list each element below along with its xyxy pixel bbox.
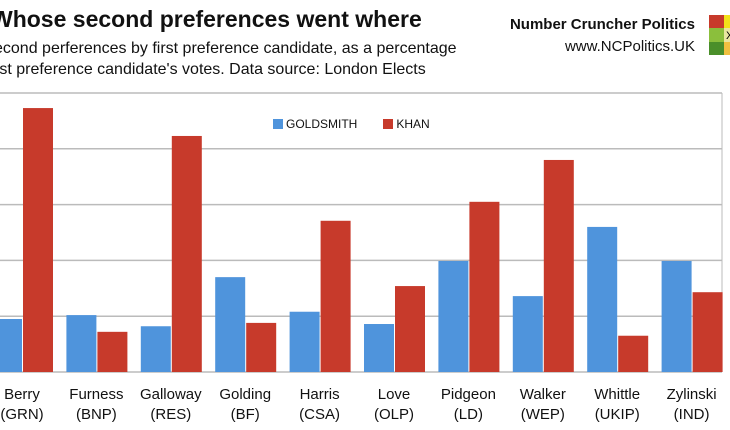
ncp-logo-icon: X — [709, 15, 730, 55]
x-tick-label-line: Zylinski — [666, 386, 717, 403]
x-tick-label: Whittle (UKIP) — [577, 385, 657, 425]
x-tick-label: Harris (CSA) — [280, 385, 360, 425]
x-tick-label-line: (BF) — [230, 406, 260, 423]
bar-goldsmith-golding — [215, 277, 246, 372]
x-tick-label-line: (LD) — [453, 406, 483, 423]
x-tick-label-line: (UKIP) — [594, 406, 640, 423]
x-tick-label-line: Walker — [519, 386, 566, 403]
bar-khan-furness — [97, 331, 128, 372]
bar-khan-harris — [320, 220, 351, 372]
x-tick-label-line: (IND) — [673, 406, 710, 423]
x-tick-label-line: (RES) — [150, 406, 192, 423]
bar-khan-walker — [543, 159, 574, 372]
bar-khan-golding — [246, 322, 277, 372]
x-tick-label: Walker (WEP) — [503, 385, 583, 425]
x-tick-label-line: (CSA) — [299, 406, 341, 423]
x-tick-label: Furness (BNP) — [56, 385, 136, 425]
legend-goldsmith: GOLDSMITH — [273, 117, 357, 131]
x-tick-label: Zylinski (IND) — [652, 385, 730, 425]
x-tick-label: Galloway (RES) — [131, 385, 211, 425]
x-tick-label-line: Golding — [219, 386, 272, 403]
x-tick-label: Love (OLP) — [354, 385, 434, 425]
x-tick-label-line: (BNP) — [75, 406, 117, 423]
brand-url: www.NCPolitics.UK — [564, 38, 695, 55]
legend-khan: KHAN — [383, 117, 430, 131]
brand-name: Number Cruncher Politics — [509, 16, 695, 33]
bar-khan-galloway — [171, 135, 202, 372]
bar-goldsmith-walker — [512, 296, 543, 372]
x-tick-label-line: Harris — [299, 386, 340, 403]
brand: Number Cruncher Politics www.NCPolitics.… — [510, 14, 695, 58]
bar-goldsmith-pidgeon — [438, 260, 469, 372]
subtitle-line-1: second perferences by first preference c… — [0, 40, 457, 57]
chart-title: Whose second preferences went where — [0, 6, 422, 32]
bar-khan-pidgeon — [469, 201, 500, 372]
x-tick-label-line: (GRN) — [0, 406, 44, 423]
bar-goldsmith-love — [364, 324, 394, 372]
x-tick-label-line: Whittle — [594, 386, 641, 403]
x-tick-label: Pidgeon (LD) — [428, 385, 508, 425]
bar-goldsmith-berry — [0, 318, 22, 372]
x-tick-label: Golding (BF) — [205, 385, 285, 425]
legend: GOLDSMITH KHAN — [273, 117, 430, 131]
bar-khan-berry — [23, 108, 53, 372]
bar-goldsmith-zylinski — [661, 260, 692, 372]
x-tick-label-line: Love — [377, 386, 411, 403]
x-tick-label-line: Galloway — [139, 386, 202, 403]
bar-khan-love — [395, 286, 425, 372]
subtitle-line-2: first preference candidate's votes. Data… — [0, 61, 426, 78]
bar-goldsmith-whittle — [587, 226, 618, 372]
bar-goldsmith-furness — [66, 315, 97, 372]
bar-khan-zylinski — [692, 292, 723, 372]
svg-text:X: X — [726, 30, 730, 42]
bar-goldsmith-galloway — [140, 326, 171, 372]
x-tick-label-line: Berry — [4, 386, 40, 403]
x-tick-label-line: Pidgeon — [440, 386, 496, 403]
x-tick-label-line: Furness — [69, 386, 124, 403]
x-tick-label: Berry (GRN) — [0, 385, 62, 425]
bar-goldsmith-harris — [289, 311, 320, 372]
x-tick-label-line: (OLP) — [373, 406, 414, 423]
x-tick-label-line: (WEP) — [520, 406, 565, 423]
bar-khan-whittle — [618, 335, 649, 372]
chart-subtitle: second perferences by first preference c… — [0, 38, 457, 80]
